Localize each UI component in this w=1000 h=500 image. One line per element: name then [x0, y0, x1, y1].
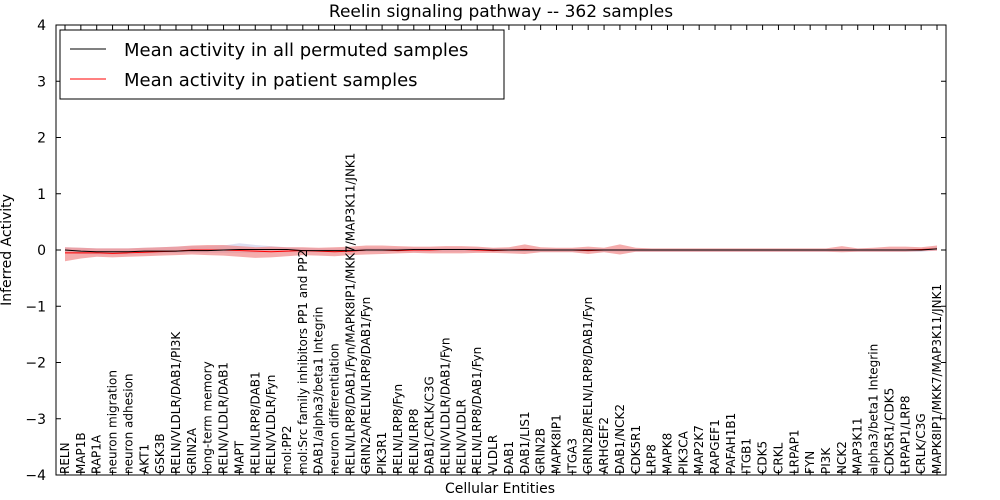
x-tick-label: CDK5	[756, 441, 770, 474]
x-tick-label: GRIN2A	[185, 427, 199, 474]
x-tick-label: MAPK8	[660, 433, 674, 474]
x-tick-label: DAB1/alpha3/beta1 Integrin	[312, 307, 326, 474]
x-tick-label: LRPAP1/LRP8	[898, 395, 912, 474]
y-axis-label: Inferred Activity	[0, 194, 15, 306]
y-axis: −4 −3 −2 −1 0 1 2 3 4	[25, 18, 946, 484]
x-tick-label: MAPK8IP1/MKK7/MAP3K11/JNK1	[930, 284, 944, 474]
x-tick-label: AKT1	[137, 444, 151, 474]
x-tick-label: PIK3CA	[676, 430, 690, 474]
x-tick-label: ARHGEF2	[597, 417, 611, 474]
x-axis: RELN MAP1B RAP1A neuron migration neuron adh…	[58, 25, 944, 475]
legend-label-permuted: Mean activity in all permuted samples	[124, 40, 468, 61]
x-tick-label: mol:PP2	[280, 425, 294, 474]
y-tick-label: 3	[37, 74, 46, 90]
x-tick-label: MAP1B	[74, 432, 88, 474]
x-tick-label: RELN/VLDLR/DAB1	[217, 362, 231, 474]
x-tick-label: RAP1A	[90, 434, 104, 474]
x-tick-label: RELN/LRP8/DAB1/Fyn	[470, 347, 484, 474]
x-tick-label: neuron adhesion	[121, 373, 135, 474]
x-tick-label: GRIN2A/RELN/LRP8/DAB1/Fyn	[359, 297, 373, 474]
x-tick-label: RELN/LRP8/Fyn	[391, 384, 405, 474]
x-tick-label: DAB1/NCK2	[613, 404, 627, 474]
x-tick-label: VLDLR	[486, 435, 500, 474]
x-tick-label: GRIN2B/RELN/LRP8/DAB1/Fyn	[581, 297, 595, 474]
x-tick-label: DAB1/CRLK/C3G	[423, 376, 437, 474]
x-tick-label: long-term memory	[201, 361, 215, 474]
x-tick-label: DAB1/LIS1	[518, 411, 532, 474]
x-tick-label: FYN	[803, 451, 817, 474]
x-tick-label: CDK5R1/CDK5	[882, 388, 896, 474]
x-tick-label: MAP2K7	[692, 425, 706, 474]
x-tick-label: neuron differentiation	[328, 343, 342, 474]
legend-label-patient: Mean activity in patient samples	[124, 70, 418, 91]
x-tick-label: PI3K	[819, 447, 833, 474]
x-tick-label: GSK3B	[153, 433, 167, 474]
x-tick-label: RELN/VLDLR/Fyn	[264, 375, 278, 474]
band-patient	[65, 244, 937, 262]
x-tick-label: MAPK8IP1	[549, 414, 563, 474]
x-tick-label: RELN/VLDLR/DAB1/PI3K	[169, 331, 183, 474]
series-lines	[64, 248, 938, 254]
x-tick-label: RELN/VLDLR/DAB1/Fyn	[439, 338, 453, 474]
y-tick-label: −3	[25, 412, 46, 428]
x-tick-label: CRLK/C3G	[914, 413, 928, 474]
y-tick-label: 1	[37, 187, 46, 203]
x-tick-label: NCK2	[835, 441, 849, 474]
x-tick-label: RELN/LRP8/DAB1	[248, 371, 262, 474]
y-tick-label: −4	[25, 468, 46, 484]
x-tick-label: RAPGEF1	[708, 419, 722, 474]
x-tick-label: LRP8	[645, 444, 659, 474]
x-tick-label: RELN/LRP8/DAB1/Fyn/MAPK8IP1/MKK7/MAP3K11…	[343, 153, 357, 474]
x-tick-label: ITGB1	[740, 438, 754, 474]
x-tick-label: DAB1	[502, 441, 516, 474]
y-tick-label: 2	[37, 131, 46, 147]
x-axis-label: Cellular Entities	[445, 481, 555, 497]
x-tick-label: neuron migration	[106, 370, 120, 474]
y-tick-label: −1	[25, 299, 46, 315]
y-tick-label: 4	[37, 18, 46, 34]
x-tick-label: GRIN2B	[534, 428, 548, 474]
x-tick-label: MAP3K11	[851, 417, 865, 474]
x-tick-label: MAPT	[232, 440, 246, 474]
x-tick-label: alpha3/beta1 Integrin	[867, 344, 881, 474]
chart-title: Reelin signaling pathway -- 362 samples	[329, 2, 673, 22]
line-permuted	[64, 248, 938, 253]
legend: Mean activity in all permuted samples Me…	[59, 29, 505, 100]
x-tick-label: CRKL	[771, 442, 785, 474]
legend-box	[59, 29, 505, 100]
x-tick-label: RELN/VLDLR	[454, 399, 468, 474]
y-tick-label: −2	[25, 356, 46, 372]
x-tick-label: ITGA3	[565, 438, 579, 474]
x-tick-label: LRPAP1	[787, 429, 801, 474]
x-tick-label: mol:Src family inhibitors PP1 and PP2	[296, 250, 310, 474]
x-tick-label: RELN/LRP8	[407, 408, 421, 474]
x-tick-label: PIK3R1	[375, 432, 389, 474]
y-tick-label: 0	[37, 243, 46, 259]
x-tick-label: PAFAH1B1	[724, 413, 738, 474]
x-tick-label: RELN	[58, 442, 72, 474]
x-tick-label: CDK5R1	[629, 425, 643, 474]
